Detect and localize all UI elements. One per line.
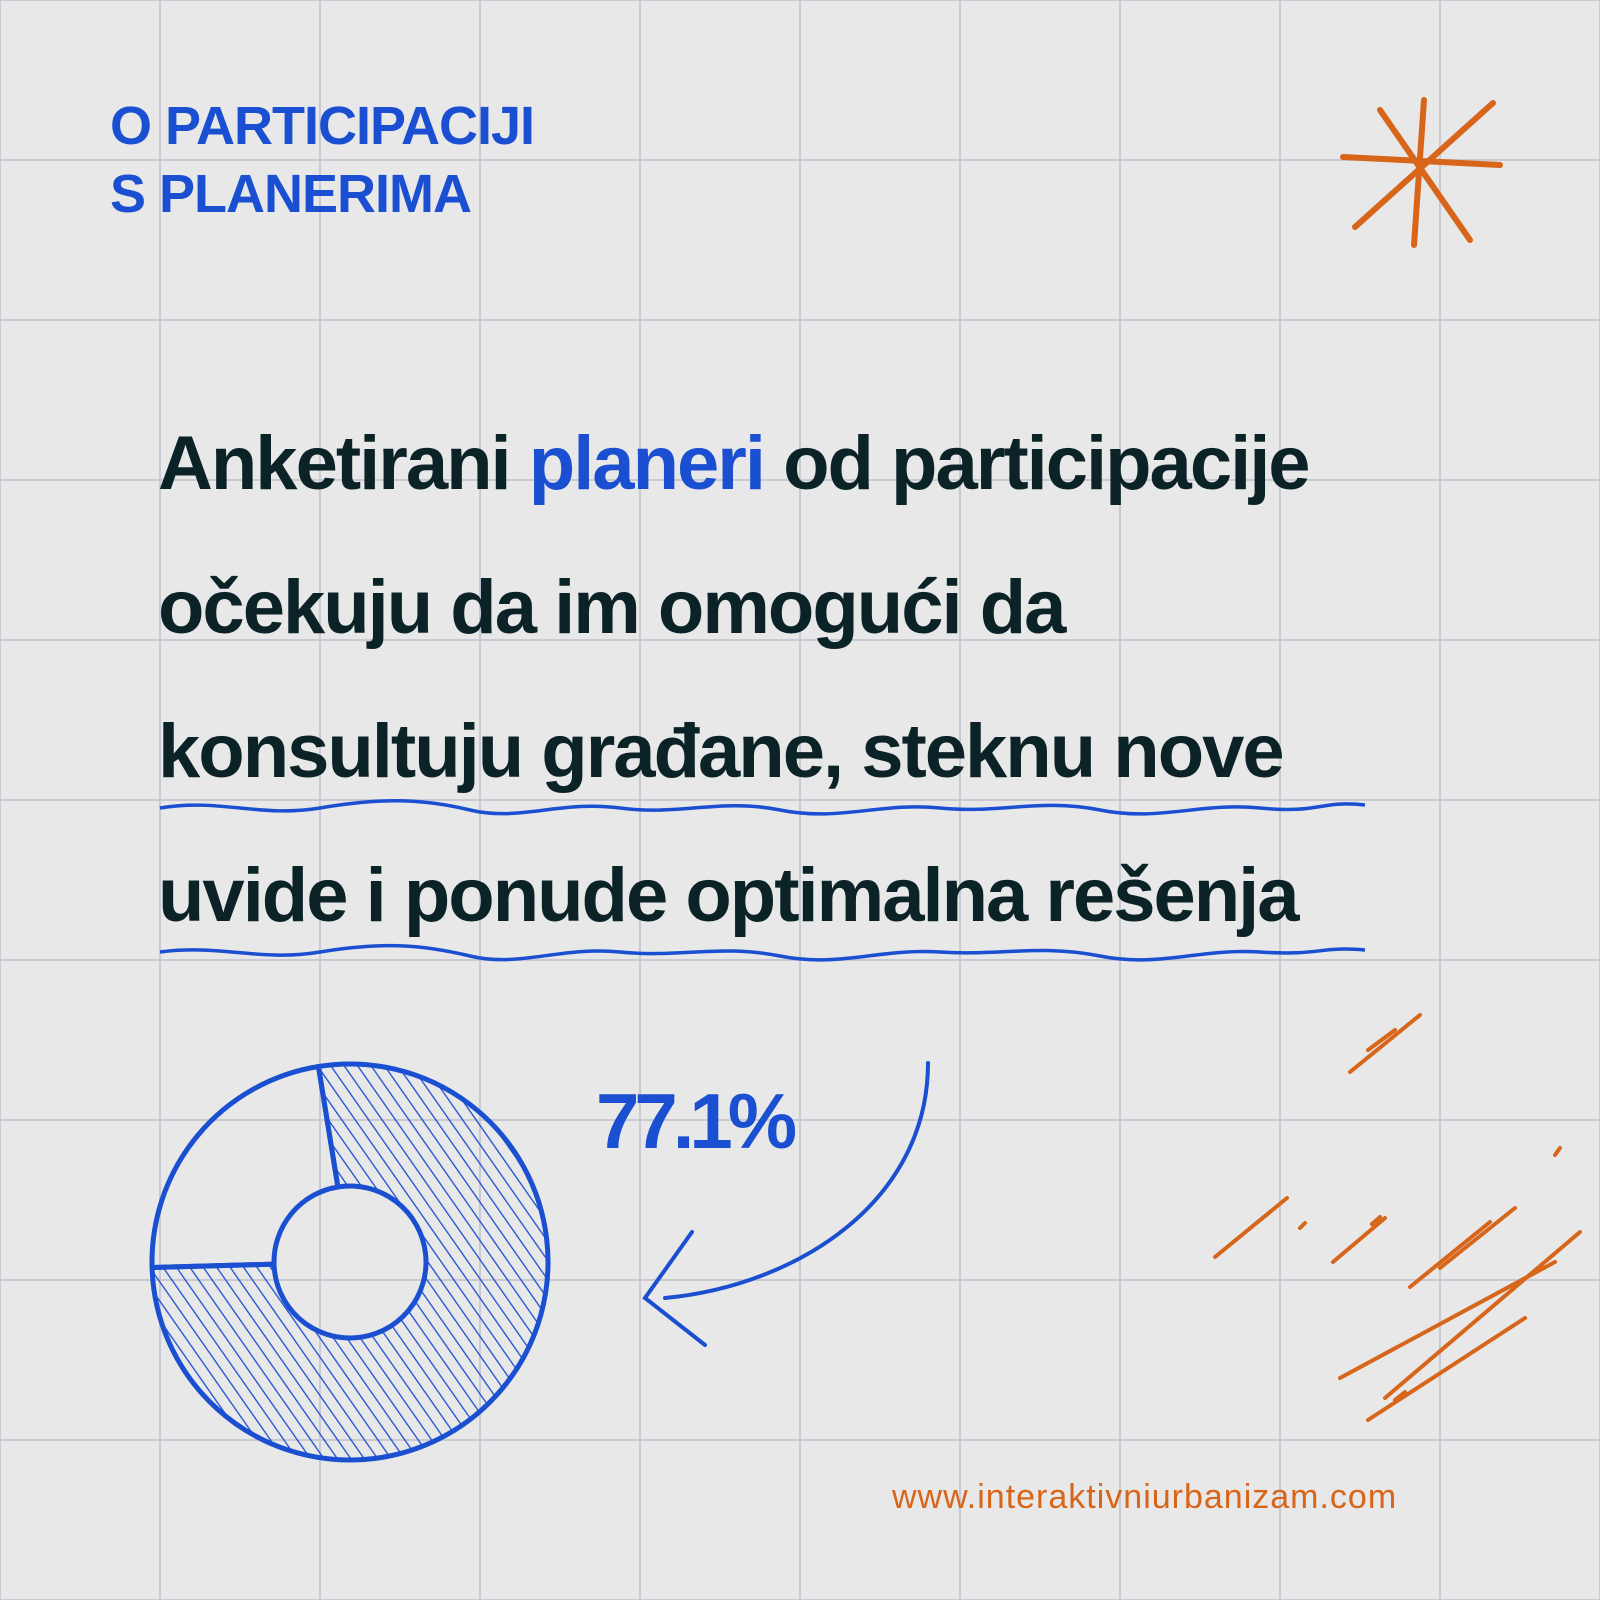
chart-slice-rest bbox=[149, 1064, 341, 1271]
wavy-underline-1 bbox=[159, 798, 1366, 816]
chart-slice-main bbox=[149, 1061, 551, 1463]
statement-highlight: planeri bbox=[528, 421, 766, 506]
page-title: O PARTICIPACIJI S PLANERIMA bbox=[110, 92, 535, 228]
statement-text: Anketirani planeri od participacije oček… bbox=[158, 392, 1458, 968]
statement-line-2: očekuju da im omogući da bbox=[158, 565, 1066, 650]
chart-data-label: 77.1% bbox=[596, 1077, 797, 1165]
statement-line-1-post: od participacije bbox=[763, 421, 1310, 506]
asterisk-icon bbox=[1340, 97, 1503, 248]
statement-line-1-pre: Anketirani bbox=[158, 421, 529, 506]
arrow-icon bbox=[642, 1061, 930, 1347]
statement-line-1: Anketirani planeri od participacije bbox=[158, 392, 1458, 536]
title-line-1: O PARTICIPACIJI bbox=[110, 96, 535, 156]
website-url[interactable]: www.interaktivniurbanizam.com bbox=[892, 1478, 1398, 1516]
statement-line-3: konsultuju građane, steknu nove bbox=[158, 709, 1285, 794]
statement-line-4: uvide i ponude optimalna rešenja bbox=[158, 853, 1300, 938]
scribble-decoration bbox=[1213, 1013, 1582, 1422]
donut-chart bbox=[149, 1061, 551, 1463]
title-line-2: S PLANERIMA bbox=[110, 164, 472, 224]
wavy-underline-2 bbox=[159, 943, 1366, 962]
